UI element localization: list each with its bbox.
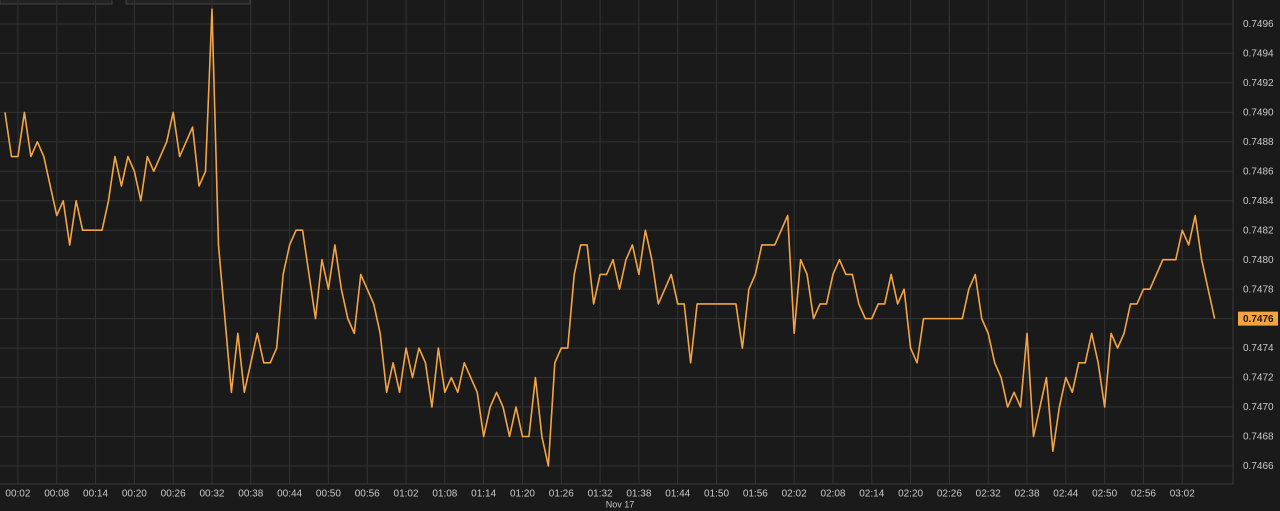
x-tick-label: 02:14: [859, 489, 884, 500]
x-tick-label: 00:02: [5, 489, 30, 500]
grid: [0, 0, 1233, 484]
x-tick-label: 01:26: [549, 489, 574, 500]
y-tick-label: 0.7484: [1243, 196, 1274, 207]
y-tick-label: 0.7468: [1243, 432, 1274, 443]
x-tick-label: 00:44: [277, 489, 302, 500]
y-tick-label: 0.7490: [1243, 108, 1274, 119]
x-tick-label: 02:44: [1053, 489, 1078, 500]
x-tick-label: 01:14: [471, 489, 496, 500]
x-tick-label: 01:02: [394, 489, 419, 500]
x-tick-label: 02:56: [1131, 489, 1156, 500]
x-tick-label: 01:38: [626, 489, 651, 500]
x-tick-label: 00:32: [199, 489, 224, 500]
x-tick-label: 02:20: [898, 489, 923, 500]
x-tick-label: 02:38: [1014, 489, 1039, 500]
y-tick-label: 0.7466: [1243, 461, 1274, 472]
x-tick-label: 02:08: [820, 489, 845, 500]
x-tick-label: 00:38: [238, 489, 263, 500]
x-tick-label: 01:32: [588, 489, 613, 500]
x-tick-label: 00:20: [122, 489, 147, 500]
y-tick-label: 0.7480: [1243, 255, 1274, 266]
x-tick-label: 01:50: [704, 489, 729, 500]
x-tick-label: 02:26: [937, 489, 962, 500]
x-tick-label: 00:14: [83, 489, 108, 500]
y-tick-label: 0.7472: [1243, 373, 1274, 384]
x-tick-label: 00:26: [161, 489, 186, 500]
axis-labels: 0.7466 0.7468 0.7470 0.7472 0.7474 0.7476 0.74…: [5, 19, 1278, 500]
y-tick-label: 0.7476: [1243, 314, 1274, 325]
y-tick-label: 0.7486: [1243, 166, 1274, 177]
x-tick-label: 02:50: [1092, 489, 1117, 500]
date-label: Nov 17: [606, 499, 635, 509]
y-tick-label: 0.7478: [1243, 284, 1274, 295]
x-tick-label: 00:56: [355, 489, 380, 500]
x-tick-label: 01:56: [743, 489, 768, 500]
y-tick-label: 0.7470: [1243, 402, 1274, 413]
plot: [4, 8, 1216, 467]
toolbar-tab[interactable]: [0, 0, 113, 5]
price-line: [4, 8, 1216, 467]
x-tick-label: 01:08: [432, 489, 457, 500]
y-tick-label: 0.7496: [1243, 19, 1274, 30]
x-tick-label: 00:50: [316, 489, 341, 500]
x-tick-label: 01:20: [510, 489, 535, 500]
last-value-tag: [1238, 311, 1278, 326]
y-tick-label: 0.7474: [1243, 343, 1274, 354]
y-tick-label: 0.7488: [1243, 137, 1274, 148]
y-tick-label: 0.7494: [1243, 49, 1274, 60]
x-tick-label: 02:32: [976, 489, 1001, 500]
y-tick-label: 0.7492: [1243, 78, 1274, 89]
x-tick-label: 03:02: [1170, 489, 1195, 500]
x-tick-label: 00:08: [44, 489, 69, 500]
x-tick-label: 02:02: [782, 489, 807, 500]
y-tick-label: 0.7482: [1243, 225, 1274, 236]
x-tick-label: 01:44: [665, 489, 690, 500]
toolbar-tab[interactable]: [125, 0, 251, 5]
